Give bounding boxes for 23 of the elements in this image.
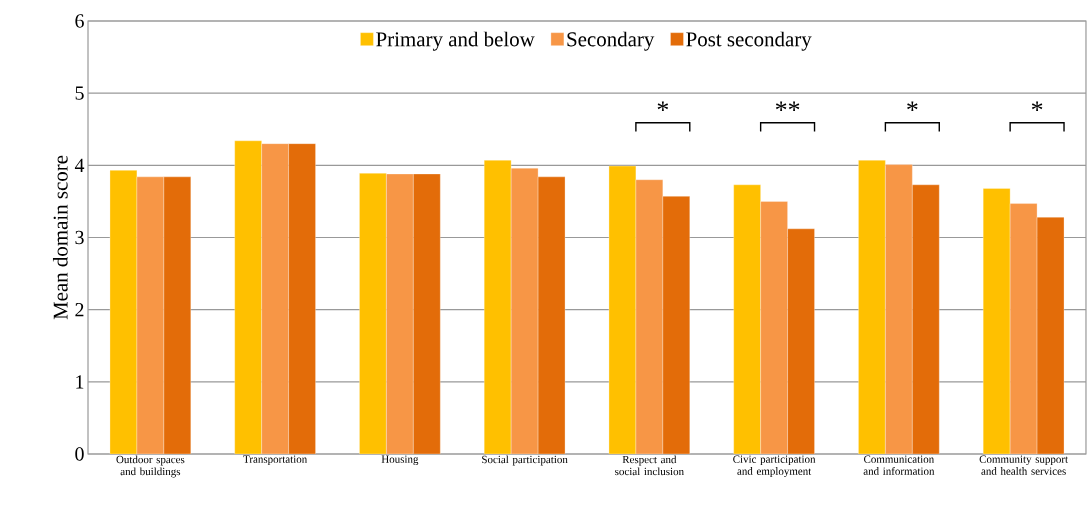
y-axis-title: Mean domain score	[52, 155, 68, 320]
y-tick-label: 3	[75, 230, 84, 245]
legend-label: Secondary	[567, 31, 655, 51]
x-tick-label: Communication and information	[863, 455, 935, 475]
x-tick-label: Outdoor spaces and buildings	[116, 455, 185, 478]
x-tick-label: Community support and health services	[979, 455, 1068, 475]
x-tick-label: Transportation	[243, 455, 308, 466]
y-tick-label: 5	[75, 86, 84, 100]
y-tick-label: 4	[74, 158, 85, 172]
x-tick-label: Civic participation and employment	[733, 455, 816, 478]
annotation: *	[907, 101, 918, 111]
legend-label: Primary and below	[376, 31, 535, 51]
annotation: **	[775, 101, 800, 111]
x-tick-label: Respect and social inclusion	[615, 455, 684, 476]
legend-label: Post secondary	[686, 31, 812, 51]
y-tick-label: 0	[75, 447, 84, 461]
y-tick-label: 1	[76, 375, 84, 389]
y-tick-label: 6	[75, 14, 84, 28]
annotation: *	[657, 101, 669, 111]
x-tick-label: Social participation	[482, 455, 568, 466]
y-tick-label: 2	[75, 303, 84, 317]
x-tick-label: Housing	[381, 455, 419, 466]
annotation: *	[1031, 101, 1043, 111]
